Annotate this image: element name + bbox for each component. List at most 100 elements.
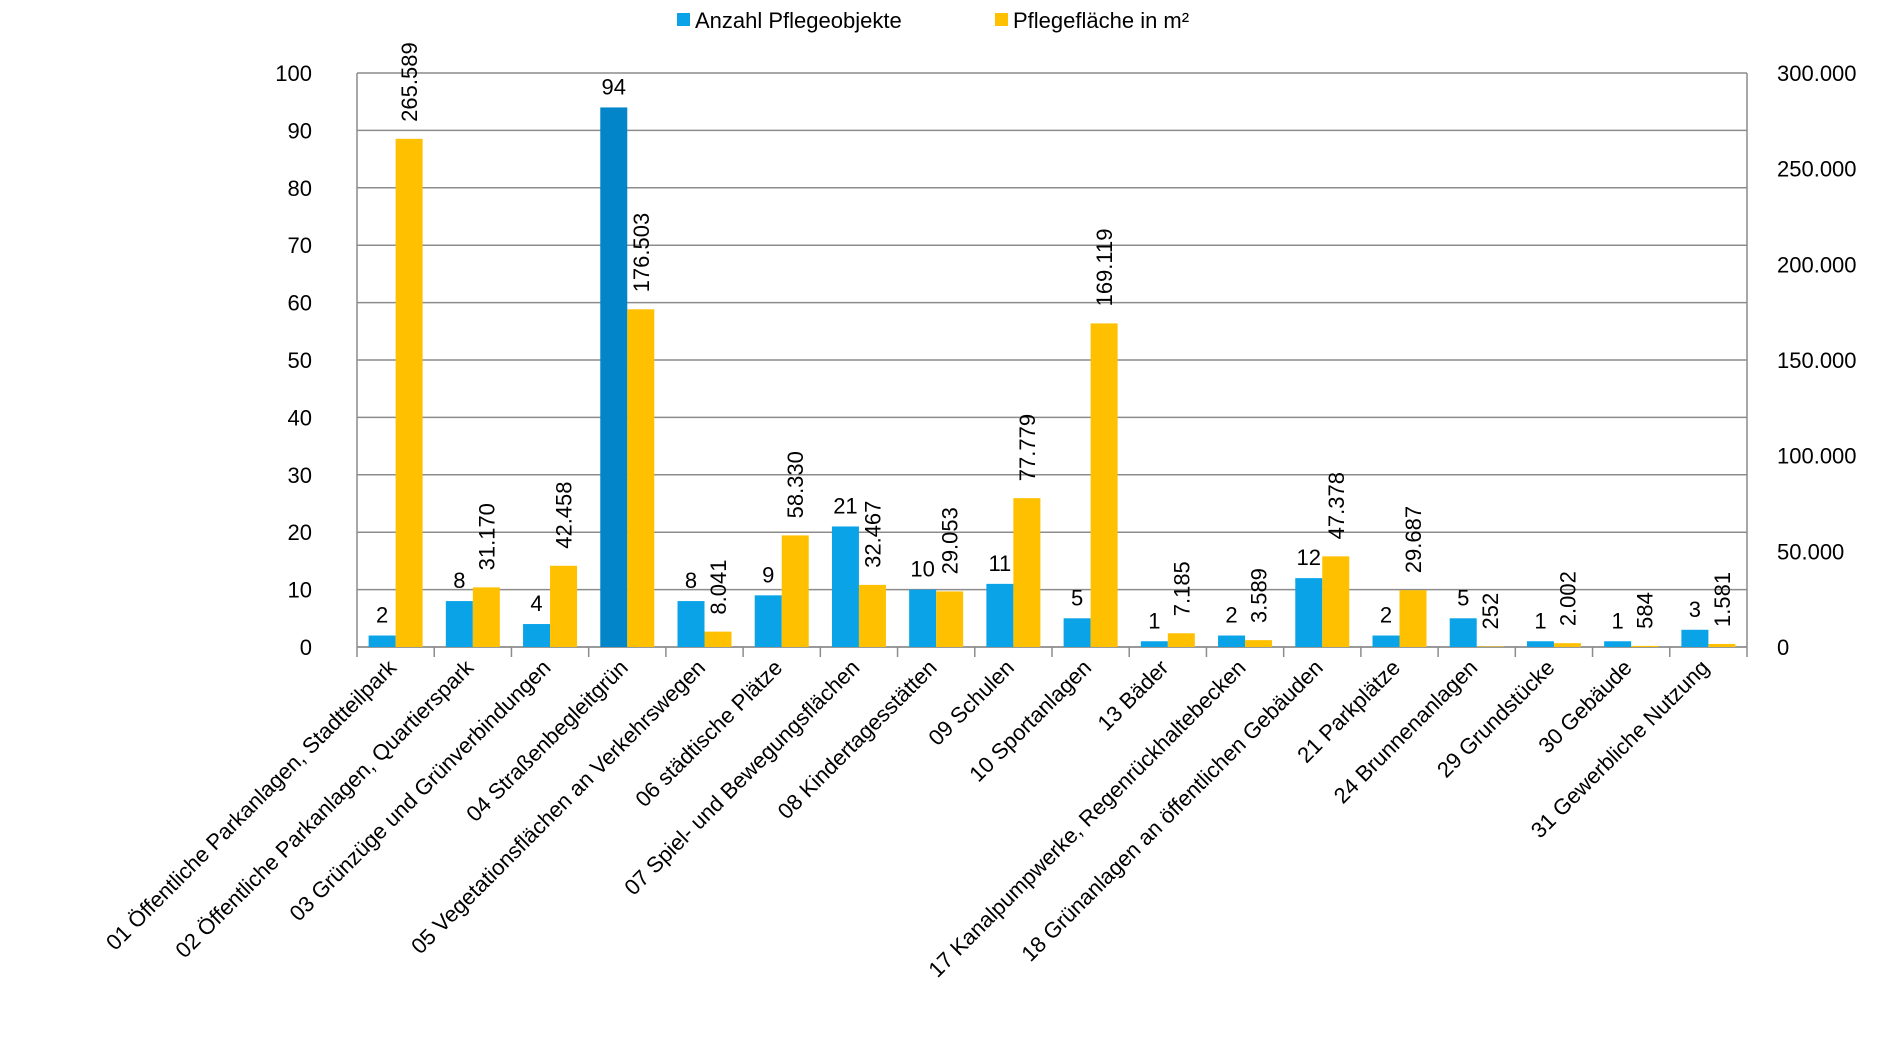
bar-anzahl xyxy=(1449,618,1477,647)
x-category-label: 05 Vegetationsflächen an Verkehrswegen xyxy=(406,655,710,959)
bar-anzahl xyxy=(1295,578,1323,647)
legend-label-anzahl: Anzahl Pflegeobjekte xyxy=(695,8,902,33)
bar-pflegeflaeche xyxy=(550,565,578,647)
y-left-tick-label: 10 xyxy=(288,578,312,603)
bar-anzahl xyxy=(1526,641,1554,647)
x-category-label: 24 Brunnenanlagen xyxy=(1329,655,1482,808)
data-label-pflegeflaeche: 8.041 xyxy=(706,560,731,615)
bar-anzahl xyxy=(1218,635,1246,647)
bar-anzahl xyxy=(1372,635,1400,647)
data-label-anzahl: 5 xyxy=(1071,585,1083,610)
bar-anzahl xyxy=(600,107,628,647)
y-right-tick-label: 100.000 xyxy=(1777,444,1857,469)
bar-anzahl xyxy=(831,526,859,647)
y-left-tick-label: 90 xyxy=(288,118,312,143)
bars xyxy=(368,107,1736,647)
y-left-tick-label: 100 xyxy=(275,61,312,86)
data-label-anzahl: 21 xyxy=(833,493,857,518)
data-label-pflegeflaeche: 252 xyxy=(1478,593,1503,630)
y-right-tick-label: 50.000 xyxy=(1777,539,1844,564)
data-label-pflegeflaeche: 42.458 xyxy=(552,481,577,548)
data-label-pflegeflaeche: 265.589 xyxy=(397,42,422,122)
data-label-pflegeflaeche: 58.330 xyxy=(783,451,808,518)
data-label-anzahl: 1 xyxy=(1612,608,1624,633)
y-left-tick-label: 40 xyxy=(288,405,312,430)
bar-pflegeflaeche xyxy=(627,309,655,647)
bar-pflegeflaeche xyxy=(1631,645,1659,647)
data-label-pflegeflaeche: 176.503 xyxy=(629,213,654,293)
bar-anzahl xyxy=(909,589,937,647)
bar-pflegeflaeche xyxy=(1708,643,1736,647)
data-label-anzahl: 10 xyxy=(910,557,934,582)
legend-label-pflegeflaeche: Pflegefläche in m² xyxy=(1013,8,1189,33)
bar-pflegeflaeche xyxy=(1553,643,1581,647)
bar-anzahl xyxy=(1063,618,1091,647)
bar-pflegeflaeche xyxy=(781,535,809,647)
data-label-pflegeflaeche: 29.687 xyxy=(1401,506,1426,573)
data-label-pflegeflaeche: 29.053 xyxy=(938,507,963,574)
data-label-anzahl: 9 xyxy=(762,562,774,587)
legend-swatch-pflegeflaeche xyxy=(995,13,1008,26)
y-left-tick-label: 80 xyxy=(288,176,312,201)
x-category-label: 13 Bäder xyxy=(1093,655,1174,736)
data-label-anzahl: 1 xyxy=(1534,608,1546,633)
data-label-anzahl: 3 xyxy=(1689,597,1701,622)
data-label-anzahl: 1 xyxy=(1148,608,1160,633)
data-label-anzahl: 11 xyxy=(988,551,1011,576)
gridlines xyxy=(357,72,1747,648)
y-left-tick-label: 20 xyxy=(288,520,312,545)
data-label-pflegeflaeche: 3.589 xyxy=(1247,568,1272,623)
bar-anzahl xyxy=(1681,629,1709,647)
bar-anzahl xyxy=(754,595,782,647)
bar-anzahl xyxy=(986,583,1014,647)
y-right-tick-label: 0 xyxy=(1777,635,1789,660)
y-right-tick-label: 150.000 xyxy=(1777,348,1857,373)
data-label-anzahl: 2 xyxy=(376,603,388,628)
bar-anzahl xyxy=(677,601,705,647)
data-label-anzahl: 4 xyxy=(530,591,542,616)
bar-anzahl xyxy=(1140,641,1168,647)
bar-pflegeflaeche xyxy=(1322,556,1350,647)
data-label-anzahl: 8 xyxy=(685,568,697,593)
bar-pflegeflaeche xyxy=(1399,590,1427,647)
legend: Anzahl Pflegeobjekte Pflegefläche in m² xyxy=(677,8,1189,33)
data-label-pflegeflaeche: 32.467 xyxy=(860,501,885,568)
x-category-label: 08 Kindertagesstätten xyxy=(773,655,942,824)
y-right-tick-label: 200.000 xyxy=(1777,252,1857,277)
data-label-anzahl: 94 xyxy=(602,74,626,99)
y-left-tick-label: 70 xyxy=(288,233,312,258)
bar-pflegeflaeche xyxy=(858,584,886,647)
data-label-anzahl: 5 xyxy=(1457,585,1469,610)
data-label-anzahl: 8 xyxy=(453,568,465,593)
y-left-tick-label: 30 xyxy=(288,463,312,488)
legend-swatch-anzahl xyxy=(677,13,690,26)
data-label-pflegeflaeche: 77.779 xyxy=(1015,414,1040,481)
y-right-tick-label: 250.000 xyxy=(1777,157,1857,182)
data-label-pflegeflaeche: 47.378 xyxy=(1324,472,1349,539)
bar-pflegeflaeche xyxy=(1090,323,1118,647)
x-category-label: 06 städtische Plätze xyxy=(630,655,787,812)
data-label-pflegeflaeche: 169.119 xyxy=(1092,229,1117,307)
data-label-pflegeflaeche: 31.170 xyxy=(474,503,499,570)
data-label-pflegeflaeche: 584 xyxy=(1633,592,1658,629)
y-left-tick-label: 0 xyxy=(300,635,312,660)
data-label-anzahl: 2 xyxy=(1380,603,1392,628)
bar-pflegeflaeche xyxy=(1245,640,1273,647)
x-category-label: 01 Öffentliche Parkanlagen, Stadtteilpar… xyxy=(101,654,402,955)
y-right-tick-label: 300.000 xyxy=(1777,61,1857,86)
data-label-pflegeflaeche: 1.581 xyxy=(1710,572,1735,627)
data-label-anzahl: 12 xyxy=(1297,545,1321,570)
data-label-pflegeflaeche: 7.185 xyxy=(1169,561,1194,616)
bar-anzahl xyxy=(445,601,473,647)
bar-anzahl xyxy=(523,624,551,647)
bar-pflegeflaeche xyxy=(704,631,732,647)
bar-anzahl xyxy=(1604,641,1632,647)
bar-pflegeflaeche xyxy=(936,591,964,647)
data-label-anzahl: 2 xyxy=(1225,603,1237,628)
y-left-tick-label: 60 xyxy=(288,291,312,316)
bar-pflegeflaeche xyxy=(472,587,500,647)
bar-anzahl xyxy=(368,635,396,647)
bar-pflegeflaeche xyxy=(395,138,423,647)
